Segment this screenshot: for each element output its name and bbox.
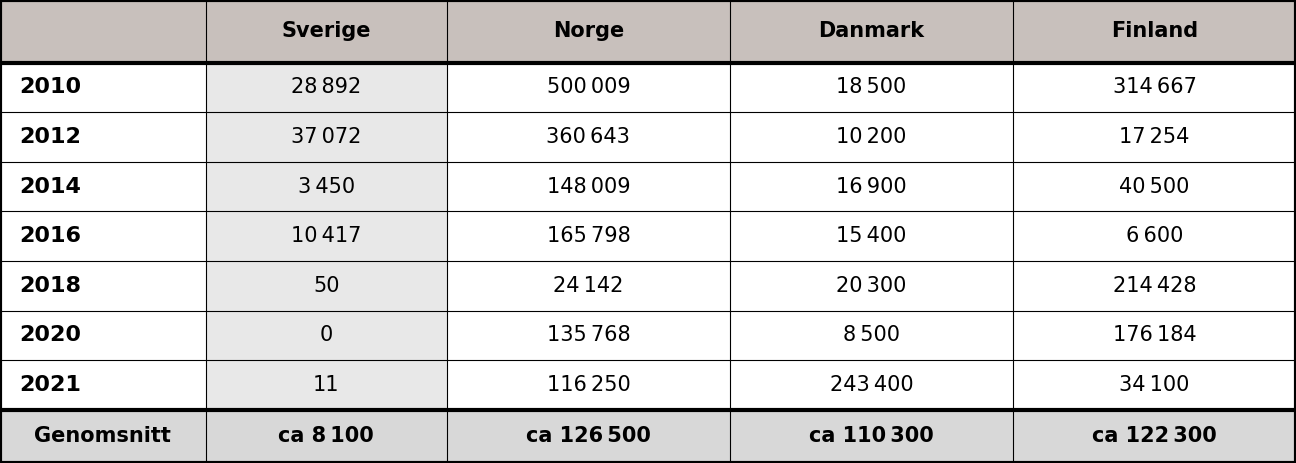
Text: Sverige: Sverige <box>281 21 371 41</box>
Text: 37 072: 37 072 <box>292 127 362 147</box>
Text: 50: 50 <box>314 276 340 296</box>
Bar <box>1013 162 1296 211</box>
Bar <box>0 112 206 162</box>
Bar <box>1013 261 1296 311</box>
Text: 214 428: 214 428 <box>1113 276 1196 296</box>
Bar <box>730 63 1013 112</box>
Text: Finland: Finland <box>1111 21 1198 41</box>
Text: 2020: 2020 <box>19 325 82 345</box>
Bar <box>206 0 447 63</box>
Text: 16 900: 16 900 <box>836 176 907 196</box>
Text: 20 300: 20 300 <box>836 276 907 296</box>
Bar <box>730 162 1013 211</box>
Bar <box>0 0 206 63</box>
Bar <box>206 63 447 112</box>
Text: 500 009: 500 009 <box>547 77 630 97</box>
Text: 10 417: 10 417 <box>292 226 362 246</box>
Bar <box>206 162 447 211</box>
Text: 2010: 2010 <box>19 77 82 97</box>
Bar <box>206 311 447 360</box>
Bar <box>447 311 730 360</box>
Text: 10 200: 10 200 <box>836 127 907 147</box>
Text: 24 142: 24 142 <box>553 276 623 296</box>
Text: Genomsnitt: Genomsnitt <box>35 426 171 446</box>
Text: 243 400: 243 400 <box>829 375 914 395</box>
Text: 2014: 2014 <box>19 176 82 196</box>
Bar <box>447 261 730 311</box>
Bar <box>1013 360 1296 410</box>
Bar <box>0 360 206 410</box>
Text: ca 126 500: ca 126 500 <box>526 426 651 446</box>
Text: 17 254: 17 254 <box>1120 127 1190 147</box>
Bar <box>447 211 730 261</box>
Text: 165 798: 165 798 <box>547 226 630 246</box>
Bar <box>0 162 206 211</box>
Text: 2012: 2012 <box>19 127 82 147</box>
Bar <box>1013 0 1296 63</box>
Bar <box>447 360 730 410</box>
Text: 2021: 2021 <box>19 375 82 395</box>
Text: 34 100: 34 100 <box>1120 375 1190 395</box>
Bar <box>206 360 447 410</box>
Bar <box>1013 410 1296 463</box>
Text: 8 500: 8 500 <box>842 325 899 345</box>
Bar <box>0 261 206 311</box>
Text: ca 8 100: ca 8 100 <box>279 426 375 446</box>
Text: 2018: 2018 <box>19 276 82 296</box>
Bar <box>1013 211 1296 261</box>
Bar <box>1013 311 1296 360</box>
Text: 116 250: 116 250 <box>547 375 630 395</box>
Bar <box>730 0 1013 63</box>
Bar <box>730 410 1013 463</box>
Text: 314 667: 314 667 <box>1112 77 1196 97</box>
Text: 3 450: 3 450 <box>298 176 355 196</box>
Bar <box>447 0 730 63</box>
Bar <box>730 261 1013 311</box>
Bar <box>447 63 730 112</box>
Text: 2016: 2016 <box>19 226 82 246</box>
Text: 6 600: 6 600 <box>1126 226 1183 246</box>
Bar <box>0 63 206 112</box>
Bar <box>0 410 206 463</box>
Text: 11: 11 <box>314 375 340 395</box>
Bar <box>1013 63 1296 112</box>
Bar <box>447 112 730 162</box>
Text: ca 122 300: ca 122 300 <box>1093 426 1217 446</box>
Bar <box>730 112 1013 162</box>
Text: 0: 0 <box>320 325 333 345</box>
Bar <box>0 211 206 261</box>
Bar <box>206 112 447 162</box>
Text: ca 110 300: ca 110 300 <box>809 426 934 446</box>
Bar <box>447 162 730 211</box>
Bar <box>447 410 730 463</box>
Text: 148 009: 148 009 <box>547 176 630 196</box>
Bar <box>0 311 206 360</box>
Text: Norge: Norge <box>553 21 625 41</box>
Text: 40 500: 40 500 <box>1120 176 1190 196</box>
Bar <box>206 211 447 261</box>
Bar <box>730 360 1013 410</box>
Bar <box>730 311 1013 360</box>
Text: 360 643: 360 643 <box>547 127 630 147</box>
Text: 18 500: 18 500 <box>836 77 907 97</box>
Text: Danmark: Danmark <box>818 21 924 41</box>
Text: 176 184: 176 184 <box>1113 325 1196 345</box>
Bar <box>206 410 447 463</box>
Text: 28 892: 28 892 <box>292 77 362 97</box>
Bar <box>730 211 1013 261</box>
Bar <box>1013 112 1296 162</box>
Text: 135 768: 135 768 <box>547 325 630 345</box>
Bar <box>206 261 447 311</box>
Text: 15 400: 15 400 <box>836 226 907 246</box>
